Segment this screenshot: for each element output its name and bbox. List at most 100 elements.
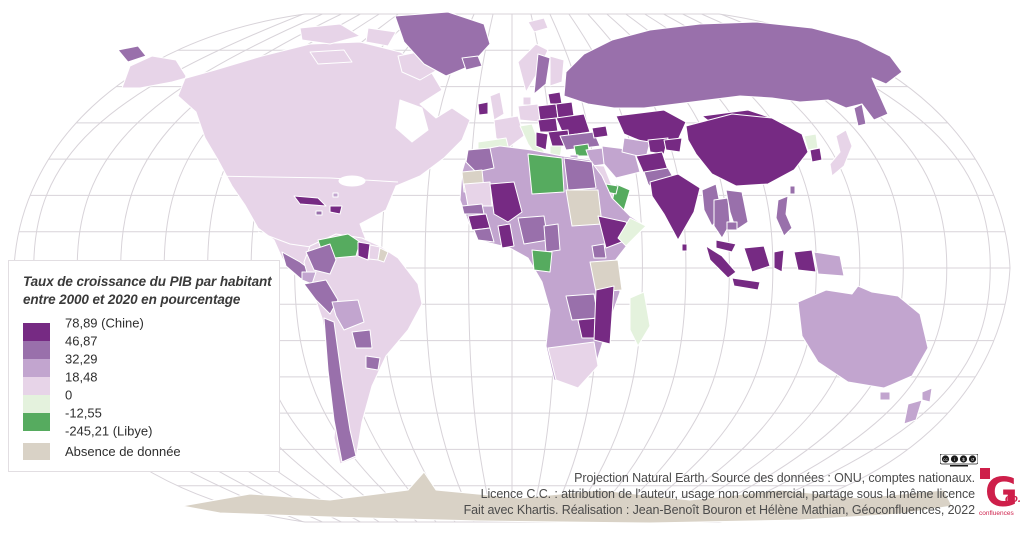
country-zambia: [565, 293, 599, 321]
indonesia-sumatra: [705, 245, 737, 279]
country-poland: [537, 103, 559, 121]
country-philippines: [775, 195, 793, 237]
country-russia: [563, 21, 903, 121]
by-icon: [950, 455, 959, 463]
great-lakes: [338, 175, 366, 187]
legend-swatch-column: [23, 323, 50, 431]
svalbard: [527, 17, 549, 33]
country-kyrgyzstan-tajikistan: [663, 137, 683, 153]
country-north-korea: [803, 133, 819, 151]
region-caucasus: [591, 125, 609, 139]
legend-break-label: 0: [65, 387, 73, 403]
region-baltics: [547, 91, 563, 105]
country-gabon-congo: [531, 249, 553, 273]
country-senegal: [461, 203, 485, 215]
country-guinea: [467, 213, 491, 231]
logo-confluences-text: confluences: [979, 510, 1014, 517]
arctic-islands: [309, 49, 353, 65]
country-madagascar: [629, 291, 651, 347]
legend-title-line2: entre 2000 et 2020 en pourcentage: [23, 292, 241, 308]
country-liberia-sierra-leone: [473, 227, 495, 243]
legend-no-data-label: Absence de donnée: [65, 444, 181, 459]
country-vietnam-laos: [725, 189, 749, 231]
region-balkans: [535, 131, 549, 151]
country-uk: [489, 91, 505, 121]
country-papua-new-guinea: [813, 251, 845, 277]
country-jamaica: [315, 210, 323, 216]
nc-icon: [959, 455, 968, 463]
legend-swatch-bin4: [23, 377, 50, 395]
legend-break-label: 46,87: [65, 333, 98, 349]
sakhalin: [853, 103, 867, 127]
sa-glyph: ↺: [971, 457, 975, 462]
graticule-meridian: [424, 14, 475, 522]
country-taiwan: [789, 185, 796, 195]
legend-no-data-row: Absence de donnée: [23, 443, 181, 460]
sa-icon: [968, 455, 977, 463]
country-south-korea: [809, 147, 823, 163]
cc-license-badge: cc i $ ↺: [940, 454, 978, 467]
indonesia-papua: [793, 249, 817, 273]
country-india: [649, 173, 701, 241]
bahamas: [332, 192, 339, 198]
country-south-africa: [547, 341, 599, 389]
country-cameroon: [543, 223, 561, 253]
country-brazil-argentina: [303, 233, 423, 465]
country-uruguay: [365, 355, 381, 371]
country-egypt: [563, 157, 597, 191]
country-colombia: [305, 243, 337, 275]
cc-badge-subtext: [950, 465, 968, 467]
country-ghana: [497, 223, 515, 249]
legend: Taux de croissance du PIB par habitant e…: [8, 260, 280, 472]
country-morocco: [465, 147, 495, 173]
country-cuba: [293, 195, 327, 207]
country-denmark: [522, 96, 532, 106]
legend-break-label: 78,89 (Chine): [65, 315, 144, 331]
legend-break-label: 18,48: [65, 369, 98, 385]
country-ireland: [477, 101, 489, 116]
attribution-line2: Licence C.C. : attribution de l'auteur, …: [480, 487, 975, 501]
country-cambodia: [726, 221, 738, 231]
country-finland: [549, 55, 565, 87]
country-mauritania: [463, 181, 493, 207]
country-mozambique: [593, 285, 615, 345]
legend-scale: 78,89 (Chine) 46,87 32,29 18,48 0 -12,55…: [23, 316, 267, 439]
country-iceland: [461, 55, 483, 71]
indonesia-borneo: [743, 245, 771, 273]
country-japan: [829, 129, 853, 177]
country-chile: [323, 317, 357, 463]
legend-swatch-bin1: [23, 323, 50, 341]
legend-break-label: -245,21 (Libye): [65, 423, 153, 439]
legend-break-label: 32,29: [65, 351, 98, 367]
country-new-zealand-north: [921, 387, 933, 403]
legend-break-label: -12,55: [65, 405, 102, 421]
country-thailand: [713, 197, 731, 239]
region-french-guiana: [377, 247, 389, 263]
country-paraguay: [351, 329, 373, 349]
country-new-zealand-south: [903, 399, 923, 425]
country-guyana: [357, 241, 371, 261]
country-turkey: [559, 131, 601, 151]
country-uzbekistan: [647, 137, 669, 155]
cc-badge-frame: [940, 454, 978, 465]
country-sudan: [565, 189, 603, 227]
geoconfluences-logo-mark: G éo. confluences: [979, 468, 1021, 517]
country-china: [685, 113, 809, 187]
country-malaysia: [715, 239, 737, 253]
russia-chukotka: [117, 45, 147, 63]
legend-swatch-no-data: [23, 443, 50, 460]
country-australia: [797, 285, 929, 389]
country-sri-lanka: [681, 243, 688, 252]
legend-swatch-bin5: [23, 395, 50, 413]
graticule-meridian: [468, 14, 494, 522]
border-us-canada: [207, 175, 399, 183]
legend-title-line1: Taux de croissance du PIB par habitant: [23, 274, 272, 289]
country-libya: [527, 153, 565, 195]
logo-quote-block: [980, 468, 990, 479]
logo-letter-g: G: [985, 470, 1018, 516]
country-bolivia: [331, 299, 365, 331]
cc-icon: [941, 455, 950, 463]
country-hispaniola: [329, 205, 343, 215]
